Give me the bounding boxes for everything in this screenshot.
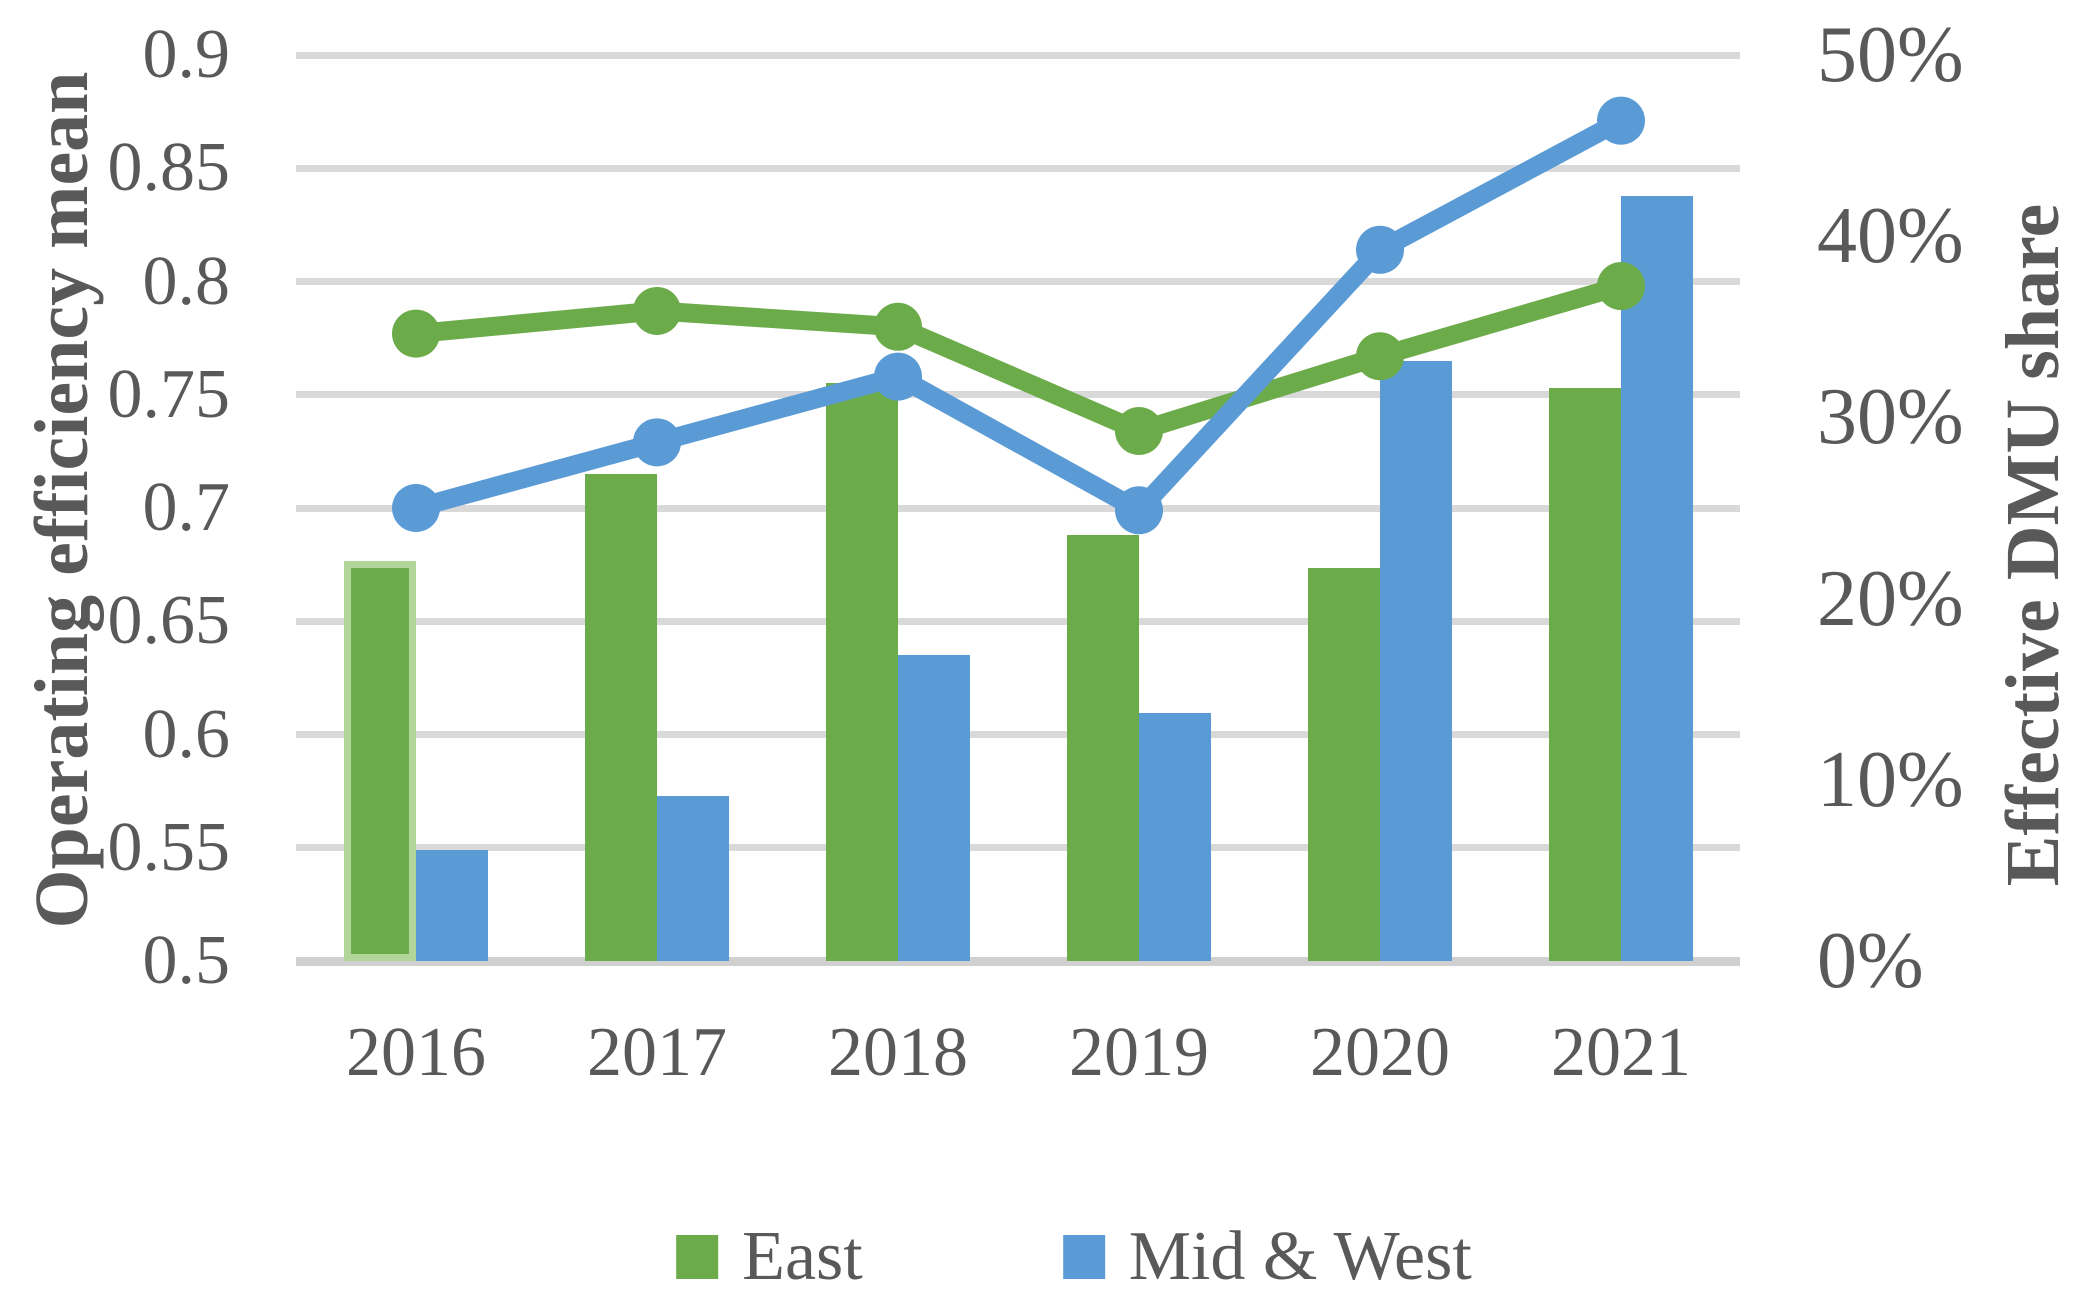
left-axis-tick-label: 0.7 xyxy=(142,469,231,546)
left-axis-tick-label: 0.8 xyxy=(142,242,231,320)
legend-item-east: East xyxy=(676,1222,863,1292)
left-axis-tick-label: 0.9 xyxy=(142,16,231,93)
east-marker-2018 xyxy=(874,302,922,351)
east-marker-2019 xyxy=(1115,406,1163,455)
x-axis-year-label-2017: 2017 xyxy=(587,1014,727,1091)
mid-west-bar-2021 xyxy=(1621,196,1693,961)
gridline xyxy=(296,504,1740,512)
legend-item-mid-west: Mid & West xyxy=(1062,1218,1472,1295)
x-axis-year-label-2020: 2020 xyxy=(1310,1014,1450,1091)
mid-west-bar-2020 xyxy=(1380,361,1452,961)
east-bar-2019 xyxy=(1067,535,1139,961)
right-axis-tick-label: 30% xyxy=(1817,373,1964,462)
mid-west-bar-2017 xyxy=(657,796,729,961)
left-axis-tick-label: 0.75 xyxy=(107,355,231,433)
east-bar-2017 xyxy=(585,473,657,961)
east-marker-2017 xyxy=(633,286,681,335)
mid-west-bar-2016 xyxy=(416,850,488,961)
x-axis-year-label-2019: 2019 xyxy=(1069,1014,1209,1091)
east-marker-2016 xyxy=(392,309,440,358)
legend: East Mid & West xyxy=(676,1222,1472,1292)
east-bar-2016 xyxy=(344,560,416,961)
gridline xyxy=(296,844,1740,852)
east-legend-label: East xyxy=(742,1218,863,1295)
left-axis-tick-label: 0.65 xyxy=(107,582,231,660)
mid-west-marker-2017 xyxy=(633,418,681,467)
x-axis-year-label-2018: 2018 xyxy=(828,1014,968,1091)
mid-west-legend-swatch xyxy=(1062,1235,1105,1279)
right-axis-tick-label: 40% xyxy=(1817,192,1964,281)
gridline xyxy=(296,51,1740,59)
east-bar-2020 xyxy=(1308,567,1380,961)
gridline xyxy=(296,617,1740,625)
right-axis-title: Effective DMU share xyxy=(1991,203,2075,887)
gridline xyxy=(296,391,1740,399)
x-axis-line xyxy=(296,956,1740,966)
east-bar-2018 xyxy=(826,382,898,961)
mid-west-marker-2021 xyxy=(1597,96,1645,145)
gridline xyxy=(296,164,1740,172)
mid-west-bar-2019 xyxy=(1139,712,1211,961)
east-legend-swatch xyxy=(676,1235,719,1279)
mid-west-marker-2020 xyxy=(1356,225,1404,274)
left-axis-tick-label: 0.6 xyxy=(142,695,231,773)
gridline xyxy=(296,278,1740,285)
mid-west-bar-2018 xyxy=(898,654,970,961)
left-axis-tick-label: 0.85 xyxy=(107,129,231,207)
left-axis-tick-label: 0.5 xyxy=(142,922,231,999)
mid-west-legend-label: Mid & West xyxy=(1128,1218,1472,1295)
x-axis-year-label-2016: 2016 xyxy=(346,1014,486,1091)
right-axis-tick-label: 50% xyxy=(1817,11,1964,99)
right-axis-tick-label: 0% xyxy=(1817,917,1924,1005)
x-axis-year-label-2021: 2021 xyxy=(1551,1014,1691,1091)
east-bar-2021 xyxy=(1549,388,1621,961)
gridline xyxy=(296,731,1740,738)
left-axis-tick-label: 0.55 xyxy=(107,808,231,886)
right-axis-tick-label: 20% xyxy=(1817,554,1964,643)
right-axis-tick-label: 10% xyxy=(1817,735,1964,824)
